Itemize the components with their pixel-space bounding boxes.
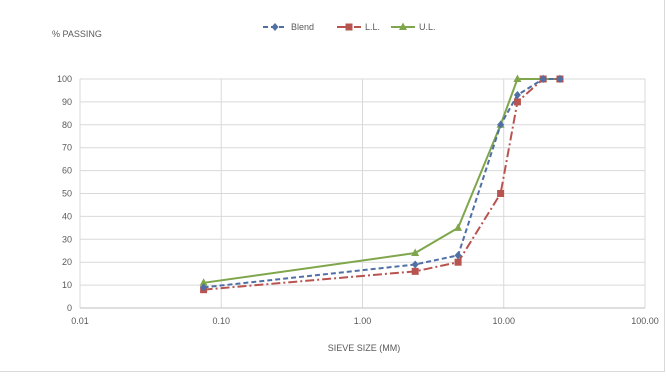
y-tick-label: 70 [62,143,72,153]
data-point-square [497,190,505,197]
y-tick-label: 20 [62,257,72,267]
data-point-triangle [399,22,407,30]
y-tick-label: 60 [62,166,72,176]
axes: 0 10 20 30 40 50 60 70 80 90 100 0.01 0.10 1.00 10.00 1… [57,74,659,326]
x-tick-label: 0.10 [212,316,230,326]
data-point-diamond [539,75,547,83]
data-point-diamond [513,91,521,100]
y-tick-label: 30 [62,234,72,244]
legend: Blend L.L. U.L. [263,22,436,32]
data-point-square [454,258,462,266]
legend-label: U.L. [419,22,436,32]
data-point-diamond [454,251,462,260]
gridlines [79,78,646,308]
legend-item: U.L. [391,22,436,32]
data-point-diamond [411,260,419,269]
y-tick-label: 100 [57,74,72,84]
y-tick-label: 40 [62,211,72,221]
y-tick-label: 80 [62,120,72,130]
x-tick-label: 10.00 [492,316,515,326]
series-line [203,78,560,284]
data-point-diamond [200,283,208,292]
data-point-diamond [271,23,279,31]
x-tick-label: 1.00 [354,316,372,326]
data-point-square [345,23,353,31]
legend-label: Blend [291,22,314,32]
y-tick-label: 50 [62,189,72,199]
y-tick-label: 0 [67,303,72,313]
data-point-diamond [497,120,505,129]
legend-item: Blend [263,22,314,32]
x-tick-label: 0.01 [71,316,89,326]
x-axis-label: SIEVE SIZE (MM) [328,343,401,353]
data-point-triangle [454,223,463,231]
series-layer [199,74,564,294]
data-point-square [513,98,521,106]
series-ul [199,74,564,286]
y-axis-label: % PASSING [52,29,102,39]
y-tick-label: 10 [62,280,72,290]
data-point-triangle [513,74,522,82]
data-point-square [411,267,419,275]
data-point-diamond [556,75,564,83]
y-tick-label: 90 [62,97,72,107]
data-point-triangle [199,278,208,286]
legend-label: L.L. [365,22,380,32]
series-blend [200,75,564,292]
x-tick-label: 100.00 [631,316,659,326]
data-point-triangle [411,248,420,257]
legend-item: L.L. [337,22,380,32]
